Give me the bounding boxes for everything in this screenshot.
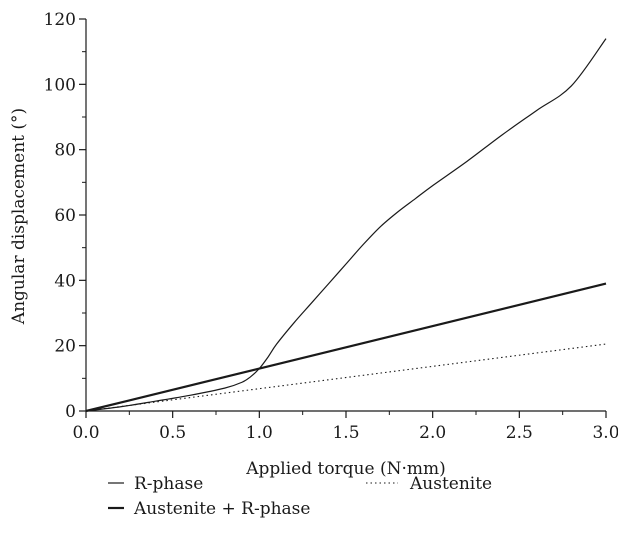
y-axis-label: Angular displacement (°)	[9, 108, 29, 325]
y-tick-label: 100	[44, 75, 76, 95]
x-axis-label: Applied torque (N·mm)	[245, 459, 446, 479]
legend-item-r-phase: R-phase	[108, 474, 203, 494]
y-tick-label: 40	[54, 271, 76, 291]
y-axis: 0 20 40 60 80 100 120	[44, 10, 87, 422]
x-axis: 0.0 0.5 1.0 1.5 2.0 2.5 3.0	[72, 410, 618, 443]
series-line-austenite	[85, 343, 607, 412]
x-tick-label: 1.5	[332, 423, 359, 443]
y-tick-label: 0	[65, 402, 76, 422]
x-tick-label: 3.0	[592, 423, 618, 443]
series-line-r-phase	[85, 38, 607, 412]
x-tick-label: 2.5	[506, 423, 533, 443]
y-tick-label: 80	[54, 141, 76, 161]
legend-label: Austenite	[409, 474, 492, 494]
y-tick-label: 20	[54, 337, 76, 357]
legend-item-austenite-r-phase: Austenite + R-phase	[108, 499, 310, 519]
x-tick-label: 0.5	[159, 423, 186, 443]
legend-label: Austenite + R-phase	[133, 499, 310, 519]
legend-item-austenite: Austenite	[366, 474, 492, 494]
x-tick-label: 2.0	[419, 423, 446, 443]
y-tick-label: 120	[44, 10, 76, 30]
series-line-austenite-r-phase	[85, 282, 607, 413]
legend: R-phase Austenite + R-phase Austenite	[108, 474, 492, 519]
series-lines	[85, 38, 607, 413]
y-tick-label: 60	[54, 206, 76, 226]
legend-label: R-phase	[134, 474, 203, 494]
x-tick-label: 0.0	[72, 423, 99, 443]
x-tick-label: 1.0	[246, 423, 273, 443]
